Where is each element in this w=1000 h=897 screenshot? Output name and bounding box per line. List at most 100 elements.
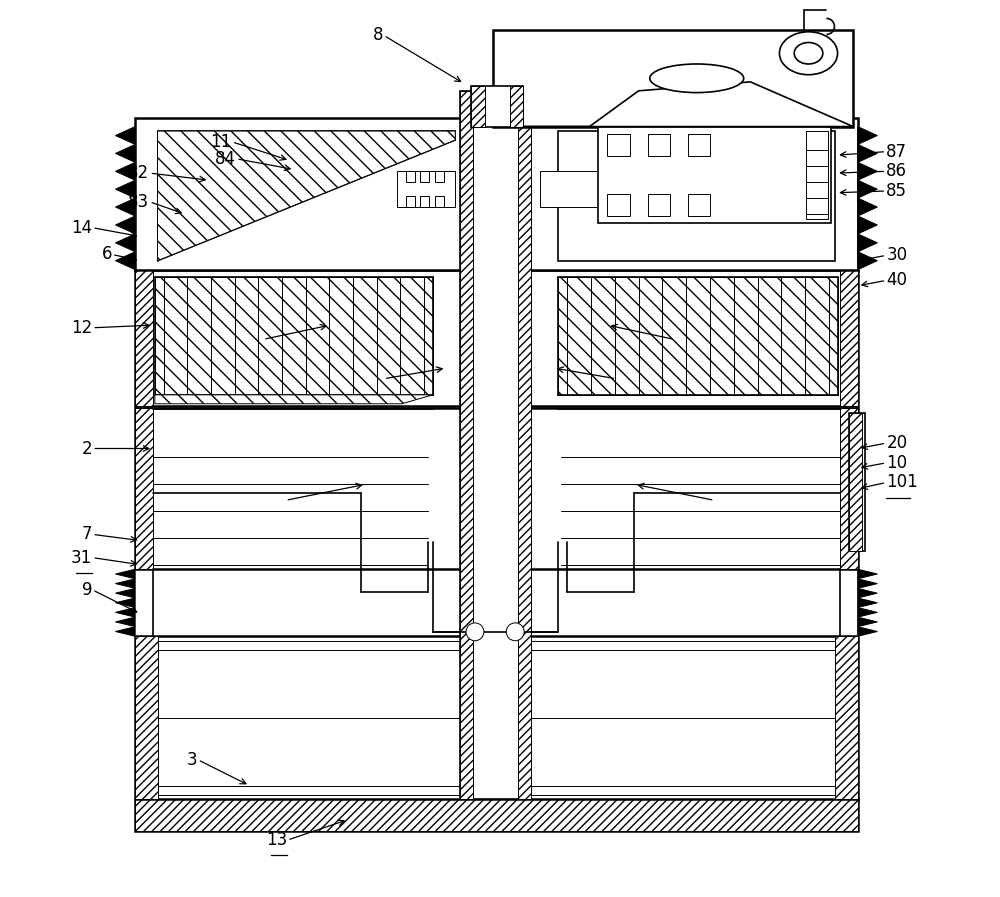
Polygon shape	[155, 277, 433, 395]
Bar	[540, 171, 598, 207]
Polygon shape	[518, 91, 531, 799]
Text: 8: 8	[373, 26, 384, 44]
Circle shape	[506, 623, 524, 640]
Polygon shape	[135, 270, 153, 405]
Text: 82: 82	[128, 164, 149, 182]
Polygon shape	[858, 627, 877, 636]
Bar	[648, 134, 670, 156]
Polygon shape	[858, 588, 877, 598]
Bar	[688, 194, 710, 216]
Polygon shape	[115, 126, 135, 144]
Polygon shape	[840, 408, 858, 570]
Polygon shape	[155, 395, 433, 404]
Text: 83: 83	[128, 193, 149, 211]
Circle shape	[466, 623, 484, 640]
Polygon shape	[135, 636, 158, 799]
Polygon shape	[858, 234, 874, 252]
Text: 86: 86	[886, 162, 907, 180]
Polygon shape	[858, 570, 877, 579]
Polygon shape	[115, 598, 135, 607]
Bar	[598, 126, 831, 223]
Polygon shape	[493, 82, 853, 126]
Polygon shape	[115, 162, 135, 180]
Bar	[158, 640, 835, 795]
Bar	[471, 86, 523, 126]
Bar	[420, 196, 429, 207]
Polygon shape	[858, 144, 877, 162]
Polygon shape	[115, 234, 135, 252]
Bar	[435, 196, 444, 207]
Polygon shape	[840, 270, 858, 405]
Polygon shape	[558, 277, 838, 395]
Polygon shape	[858, 216, 877, 234]
Bar	[135, 270, 858, 405]
Polygon shape	[135, 118, 858, 270]
Bar	[397, 171, 455, 207]
Text: 20: 20	[886, 434, 907, 452]
Polygon shape	[858, 126, 877, 144]
Polygon shape	[858, 234, 877, 252]
Polygon shape	[115, 588, 135, 598]
Text: 3: 3	[187, 751, 198, 769]
Text: 31: 31	[71, 549, 92, 567]
Polygon shape	[115, 617, 135, 627]
Polygon shape	[115, 144, 135, 162]
Bar	[849, 413, 865, 552]
Bar	[460, 91, 531, 799]
Text: 14: 14	[71, 219, 92, 237]
Text: 87: 87	[886, 143, 907, 161]
Bar	[648, 194, 670, 216]
Polygon shape	[135, 799, 858, 832]
Polygon shape	[135, 408, 153, 570]
Polygon shape	[858, 180, 877, 198]
Bar	[688, 134, 710, 156]
Text: 101: 101	[886, 474, 918, 492]
Text: 7: 7	[82, 526, 92, 544]
Bar	[806, 131, 828, 219]
Text: 9: 9	[82, 580, 92, 599]
Polygon shape	[510, 86, 523, 126]
Text: 13: 13	[266, 832, 287, 849]
Polygon shape	[115, 180, 135, 198]
Bar	[435, 171, 444, 182]
Text: 40: 40	[886, 272, 907, 290]
Polygon shape	[115, 627, 135, 636]
Polygon shape	[471, 86, 485, 126]
Text: 10: 10	[886, 454, 907, 472]
Polygon shape	[858, 607, 877, 617]
Bar	[135, 636, 858, 799]
Polygon shape	[858, 216, 874, 234]
Polygon shape	[858, 198, 874, 216]
Polygon shape	[858, 180, 874, 198]
Bar	[406, 196, 415, 207]
Polygon shape	[460, 91, 473, 799]
Text: 85: 85	[886, 182, 907, 200]
Polygon shape	[858, 252, 877, 270]
Bar	[493, 30, 853, 126]
Ellipse shape	[650, 64, 744, 92]
Text: 12: 12	[71, 318, 92, 336]
Bar	[135, 799, 858, 832]
Polygon shape	[858, 579, 877, 588]
Polygon shape	[158, 131, 455, 261]
Polygon shape	[858, 198, 877, 216]
Polygon shape	[858, 162, 877, 180]
Bar	[558, 131, 835, 261]
Polygon shape	[493, 30, 853, 126]
Polygon shape	[115, 252, 135, 270]
Bar	[607, 194, 630, 216]
Bar	[135, 118, 858, 270]
Polygon shape	[115, 216, 135, 234]
Polygon shape	[115, 579, 135, 588]
Bar	[420, 171, 429, 182]
Bar	[135, 408, 858, 570]
Text: 6: 6	[101, 246, 112, 264]
Text: 84: 84	[215, 150, 236, 168]
Polygon shape	[115, 570, 135, 579]
Text: 30: 30	[886, 247, 907, 265]
Polygon shape	[835, 636, 858, 799]
Polygon shape	[858, 252, 874, 270]
Polygon shape	[849, 413, 862, 552]
Bar	[607, 134, 630, 156]
Text: 2: 2	[82, 440, 92, 457]
